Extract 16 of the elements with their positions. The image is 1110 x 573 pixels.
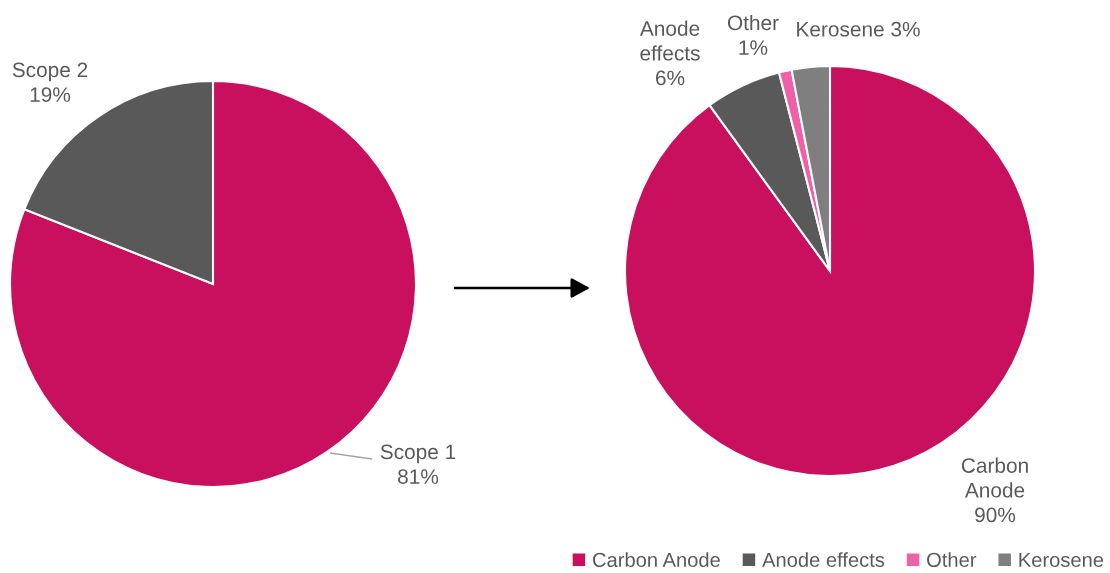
legend-label: Carbon Anode [593,552,720,568]
pie-slice [623,64,1037,478]
legend-label: Kerosene [1019,552,1104,568]
data-label: 6% [656,70,685,86]
data-label: 1% [739,40,768,55]
slice-label: Scope 2 [12,62,88,82]
slice-label: Scope 1 [380,444,456,464]
legend-label: Other [927,552,977,568]
slice-label: Anode effects [639,20,700,61]
category-label: Kerosene 3% [797,21,920,37]
slice-label: Carbon Anode [961,457,1028,498]
data-label: 90% [975,507,1016,523]
data-label: 81% [398,469,439,484]
slice-label: Other [727,14,779,31]
data-label: 19% [30,87,71,102]
legend-label: Anode effects [762,552,885,568]
